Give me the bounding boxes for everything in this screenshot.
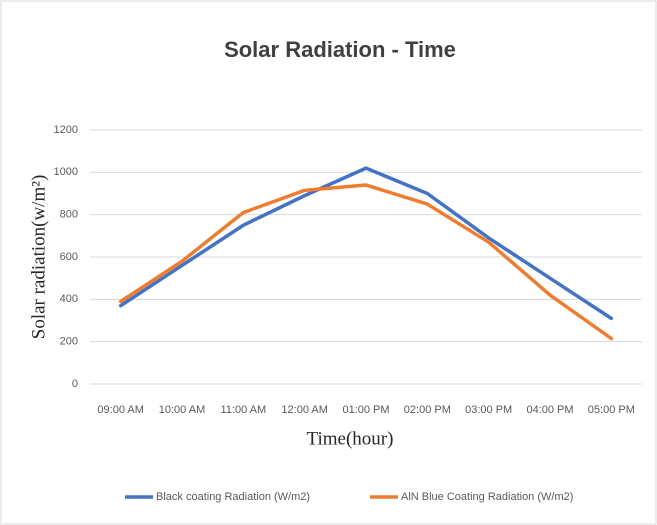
x-axis-label: Time(hour) bbox=[307, 428, 394, 449]
data-line bbox=[118, 166, 614, 321]
y-tick-label: 400 bbox=[60, 293, 78, 305]
x-tick-label: 12:00 AM bbox=[281, 404, 327, 416]
x-tick-label: 03:00 PM bbox=[465, 404, 512, 416]
x-tick-label: 10:00 AM bbox=[159, 404, 205, 416]
x-tick-label: 05:00 PM bbox=[588, 404, 635, 416]
y-tick-label: 1000 bbox=[54, 166, 78, 178]
x-tick-label: 04:00 PM bbox=[526, 404, 573, 416]
y-tick-label: 200 bbox=[60, 336, 78, 348]
y-tick-label: 0 bbox=[72, 378, 78, 390]
x-tick-label: 01:00 PM bbox=[342, 404, 389, 416]
y-tick-label: 1200 bbox=[54, 124, 78, 136]
x-tick-label: 02:00 PM bbox=[404, 404, 451, 416]
y-tick-label: 600 bbox=[60, 251, 78, 263]
legend-label: AlN Blue Coating Radiation (W/m2) bbox=[401, 491, 573, 503]
legend-label: Black coating Radiation (W/m2) bbox=[156, 491, 310, 503]
x-tick-label: 09:00 AM bbox=[97, 404, 143, 416]
data-line bbox=[118, 183, 614, 341]
chart-title: Solar Radiation - Time bbox=[224, 37, 456, 62]
y-axis-label: Solar radiation(w/m²) bbox=[28, 175, 49, 340]
x-tick-label: 11:00 AM bbox=[220, 404, 266, 416]
y-tick-label: 800 bbox=[60, 209, 78, 221]
